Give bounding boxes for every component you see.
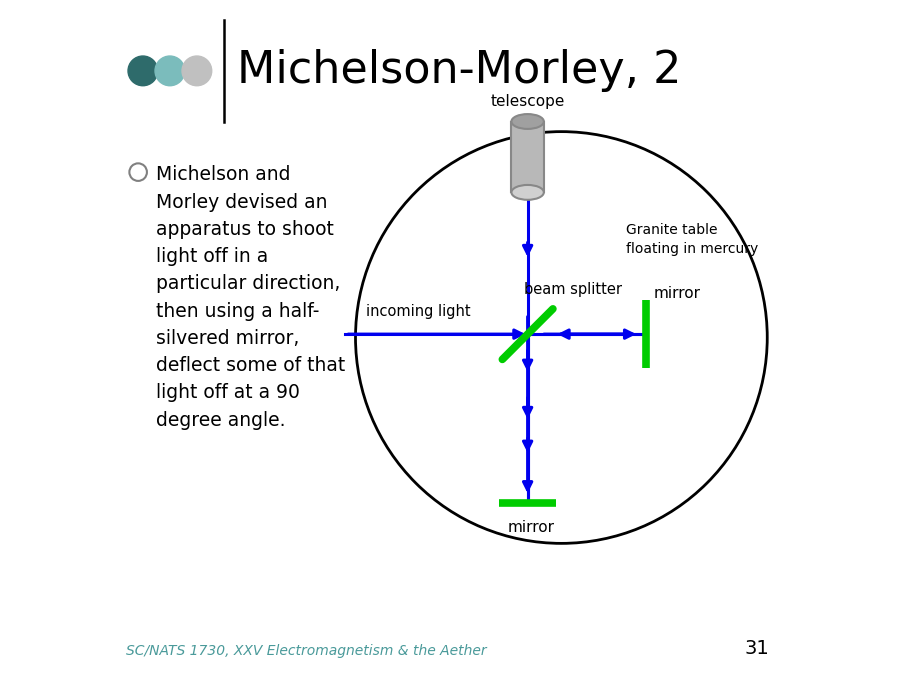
Text: beam splitter: beam splitter	[524, 282, 622, 297]
Text: Granite table
floating in mercury: Granite table floating in mercury	[626, 223, 758, 256]
Circle shape	[128, 56, 158, 86]
Text: incoming light: incoming light	[365, 304, 470, 319]
Text: Michelson and
Morley devised an
apparatus to shoot
light off in a
particular dir: Michelson and Morley devised an apparatu…	[157, 165, 346, 429]
Ellipse shape	[511, 114, 544, 129]
Circle shape	[155, 56, 184, 86]
Ellipse shape	[511, 185, 544, 200]
FancyBboxPatch shape	[511, 122, 544, 192]
Text: SC/NATS 1730, XXV Electromagnetism & the Aether: SC/NATS 1730, XXV Electromagnetism & the…	[126, 644, 487, 658]
Text: mirror: mirror	[508, 520, 554, 535]
Text: telescope: telescope	[491, 95, 565, 109]
Text: mirror: mirror	[653, 286, 701, 301]
Circle shape	[182, 56, 212, 86]
Text: Michelson-Morley, 2: Michelson-Morley, 2	[238, 49, 682, 92]
Text: 31: 31	[745, 639, 770, 658]
